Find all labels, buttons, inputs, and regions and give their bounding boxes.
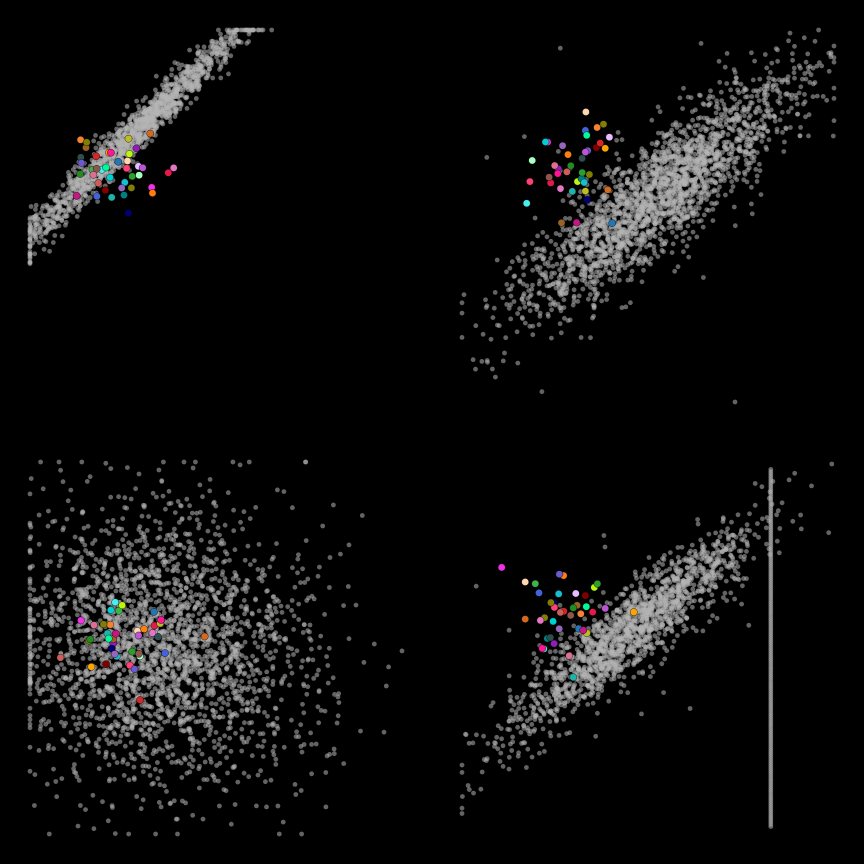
scatter-svg-1	[432, 0, 864, 432]
scatter-grid	[0, 0, 864, 864]
scatter-svg-2	[0, 432, 432, 864]
panel-bottom-right	[432, 432, 864, 864]
panel-top-left	[0, 0, 432, 432]
panel-top-right	[432, 0, 864, 432]
panel-bottom-left	[0, 432, 432, 864]
scatter-svg-3	[432, 432, 864, 864]
scatter-svg-0	[0, 0, 432, 432]
